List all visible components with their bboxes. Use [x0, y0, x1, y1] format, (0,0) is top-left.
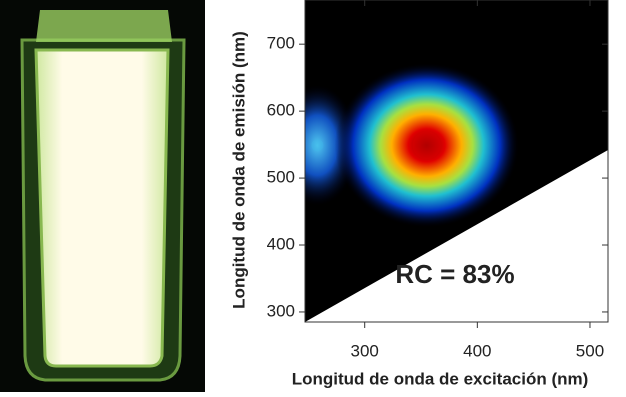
y-tick-label: 700: [267, 34, 295, 53]
y-axis-label: Longitud de onda de emisión (nm): [229, 31, 248, 309]
y-tick-label: 500: [267, 168, 295, 187]
peak-color: [412, 131, 441, 160]
y-tick-label: 600: [267, 101, 295, 120]
x-axis-label: Longitud de onda de excitación (nm): [292, 369, 589, 388]
cuvette-photo: [0, 0, 205, 392]
y-tick-label: 400: [267, 234, 295, 253]
annotation: RC = 83%: [395, 259, 514, 289]
x-tick-label: 300: [351, 341, 379, 360]
x-tick-label: 500: [576, 341, 604, 360]
rayleigh-region: [305, 150, 608, 322]
y-tick-label: 300: [267, 301, 295, 320]
peak-color: [311, 139, 324, 152]
plot-frame: [304, 0, 609, 323]
x-tick-label: 400: [463, 341, 491, 360]
